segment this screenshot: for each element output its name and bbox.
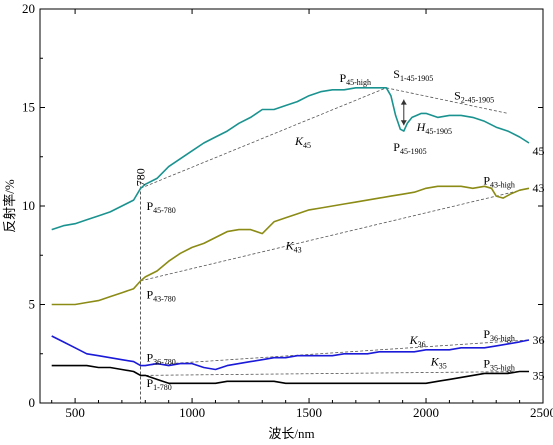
x-tick-label: 500 — [65, 405, 85, 420]
reference-line-K36 — [140, 339, 529, 366]
annotation-p35high: P35-high — [483, 357, 515, 373]
series-line-43 — [51, 185, 530, 306]
y-tick-label: 10 — [22, 198, 35, 213]
annotation-p36high: P36-high — [483, 327, 515, 343]
y-tick-label: 20 — [22, 1, 35, 16]
annotation-k36: K36 — [409, 333, 426, 349]
annotation-k35: K35 — [430, 355, 447, 371]
marker-label-780: 780 — [134, 168, 148, 186]
annotation-label43: 43 — [532, 181, 544, 195]
x-tick-label: 1000 — [179, 405, 205, 420]
y-tick-label: 0 — [29, 395, 36, 410]
reference-line-K35 — [140, 371, 529, 376]
annotation-s245: S2-45-1905 — [454, 89, 494, 105]
annotation-p1780: P1-780 — [146, 376, 171, 392]
annotation-p451905: P45-1905 — [393, 140, 426, 156]
reference-line-H45-1905 — [386, 87, 508, 114]
annotation-h45: H45-1905 — [416, 120, 452, 136]
annotation-p43780: P43-780 — [146, 288, 175, 304]
annotation-k43: K43 — [285, 238, 302, 254]
y-tick-label: 15 — [22, 100, 35, 115]
x-tick-label: 2000 — [413, 405, 439, 420]
annotation-p45high: P45-high — [339, 71, 371, 87]
reference-line-K43 — [140, 187, 530, 282]
annotation-p36780: P36-780 — [146, 351, 175, 367]
x-tick-label: 1500 — [296, 405, 322, 420]
annotation-label36: 36 — [532, 333, 544, 347]
series-line-35 — [51, 364, 529, 385]
annotation-p45780: P45-780 — [146, 199, 175, 215]
y-tick-label: 5 — [29, 297, 36, 312]
depth-arrow-head-down — [400, 120, 407, 126]
depth-arrow-head-up — [400, 99, 407, 105]
annotation-label45: 45 — [532, 144, 544, 158]
axes: 500 1000 1500 2000 2500 0 5 10 15 20 — [22, 1, 553, 420]
x-tick-label: 2500 — [530, 405, 553, 420]
annotation-p43high: P43-high — [483, 173, 515, 189]
annotation-label35: 35 — [532, 368, 544, 382]
reference-line-K45 — [140, 87, 387, 189]
x-axis-label: 波长/nm — [268, 426, 314, 441]
plot-area — [51, 87, 530, 403]
annotation-s145: S1-45-1905 — [393, 67, 433, 83]
series-line-45 — [51, 87, 530, 231]
series-line-36 — [51, 335, 530, 371]
y-axis-label: 反射率/% — [2, 179, 17, 233]
annotation-k45: K45 — [294, 134, 311, 150]
